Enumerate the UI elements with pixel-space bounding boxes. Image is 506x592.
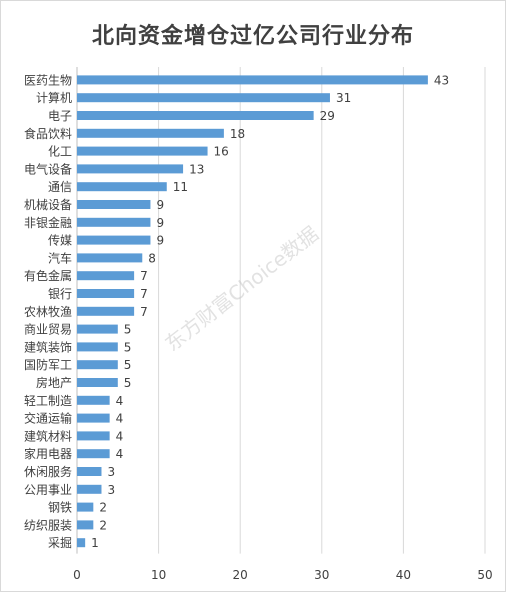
bar xyxy=(77,395,110,405)
category-label: 银行 xyxy=(48,287,72,301)
chart-title: 北向资金增仓过亿公司行业分布 xyxy=(91,24,414,49)
data-label: 43 xyxy=(434,73,449,87)
category-label: 公用事业 xyxy=(24,483,72,497)
data-label: 3 xyxy=(107,465,115,479)
category-label: 商业贸易 xyxy=(24,322,72,337)
bar xyxy=(77,324,118,334)
data-label: 3 xyxy=(107,483,115,497)
data-label: 7 xyxy=(140,269,148,283)
bar xyxy=(77,289,135,298)
x-tick-label: 30 xyxy=(314,568,329,582)
category-label: 电子 xyxy=(48,109,72,123)
data-label: 8 xyxy=(148,251,156,265)
bar xyxy=(77,93,330,103)
bar xyxy=(77,235,151,245)
watermark-text: 东方财富Choice数据 xyxy=(160,221,323,355)
data-label: 5 xyxy=(124,376,132,390)
gridlines xyxy=(76,67,486,554)
category-label: 交通运输 xyxy=(24,411,72,426)
x-tick-label: 10 xyxy=(151,568,166,582)
data-label: 16 xyxy=(214,145,229,159)
bar xyxy=(77,306,135,316)
category-label: 家用电器 xyxy=(24,446,72,461)
category-label: 电气设备 xyxy=(24,161,72,176)
data-label: 7 xyxy=(140,287,148,301)
bar xyxy=(77,520,94,530)
x-tick-label: 50 xyxy=(477,568,492,582)
data-label: 5 xyxy=(124,340,132,354)
category-label: 非银金融 xyxy=(24,215,72,230)
bar xyxy=(77,467,102,476)
category-label: 建筑装饰 xyxy=(24,339,72,354)
data-label: 9 xyxy=(156,198,164,212)
data-label: 13 xyxy=(189,162,204,176)
category-label: 化工 xyxy=(48,145,72,159)
category-label: 轻工制造 xyxy=(24,394,72,408)
bar xyxy=(77,449,110,459)
bar xyxy=(77,253,143,263)
data-label: 5 xyxy=(124,358,132,372)
x-tick-label: 0 xyxy=(73,568,81,582)
data-label: 4 xyxy=(116,447,124,461)
bar xyxy=(77,75,428,85)
bar xyxy=(77,431,110,441)
bar xyxy=(77,360,118,370)
bar xyxy=(77,217,151,227)
data-label: 29 xyxy=(320,109,335,123)
data-label: 11 xyxy=(173,180,188,194)
category-label: 农林牧渔 xyxy=(24,305,72,319)
data-label: 7 xyxy=(140,305,148,319)
data-label: 31 xyxy=(336,91,351,105)
category-label: 国防军工 xyxy=(24,357,72,372)
category-label: 计算机 xyxy=(36,90,72,105)
category-label: 采掘 xyxy=(48,535,72,550)
data-label: 4 xyxy=(116,394,124,408)
data-label: 18 xyxy=(230,127,245,141)
data-label: 4 xyxy=(116,429,124,443)
bar xyxy=(77,413,110,423)
bar xyxy=(77,484,102,494)
bar xyxy=(77,164,184,174)
bar xyxy=(77,271,135,281)
category-label: 有色金属 xyxy=(24,268,72,283)
category-label: 休闲服务 xyxy=(24,464,72,479)
category-label: 汽车 xyxy=(48,250,72,265)
x-tick-label: 40 xyxy=(396,568,411,582)
data-label: 9 xyxy=(156,216,164,230)
data-label: 2 xyxy=(99,518,107,532)
category-label: 医药生物 xyxy=(24,73,72,87)
x-tick-label: 20 xyxy=(233,568,248,582)
bars xyxy=(77,75,428,548)
category-label: 建筑材料 xyxy=(24,428,72,443)
data-label: 5 xyxy=(124,323,132,337)
bar xyxy=(77,146,208,156)
category-label: 食品饮料 xyxy=(24,126,72,141)
category-label: 纺织服装 xyxy=(24,518,72,532)
bar xyxy=(77,502,94,512)
bar xyxy=(77,538,86,548)
data-label: 1 xyxy=(91,536,99,550)
bar xyxy=(77,200,151,209)
data-label: 9 xyxy=(156,234,164,248)
category-label: 房地产 xyxy=(36,375,72,390)
category-label: 钢铁 xyxy=(48,501,72,515)
bar xyxy=(77,128,224,138)
category-label: 通信 xyxy=(48,180,72,194)
bar xyxy=(77,342,118,352)
bar xyxy=(77,182,167,192)
category-label: 传媒 xyxy=(48,233,72,248)
data-label: 4 xyxy=(116,412,124,426)
bar xyxy=(77,111,314,120)
data-label: 2 xyxy=(99,501,107,515)
category-label: 机械设备 xyxy=(24,197,72,212)
bar xyxy=(77,378,118,387)
